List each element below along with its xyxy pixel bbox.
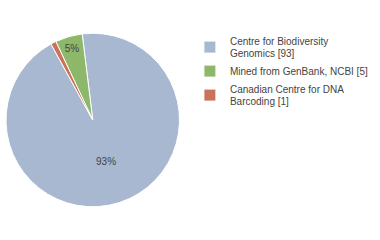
svg-text:93%: 93% <box>96 156 116 167</box>
svg-text:Centre for BiodiversityGenomic: Centre for BiodiversityGenomics [93] <box>230 36 328 60</box>
svg-text:Mined from GenBank, NCBI [5]: Mined from GenBank, NCBI [5] <box>230 66 368 77</box>
svg-text:5%: 5% <box>65 43 80 54</box>
svg-text:Canadian Centre for DNABarcodi: Canadian Centre for DNABarcoding [1] <box>230 84 344 108</box>
